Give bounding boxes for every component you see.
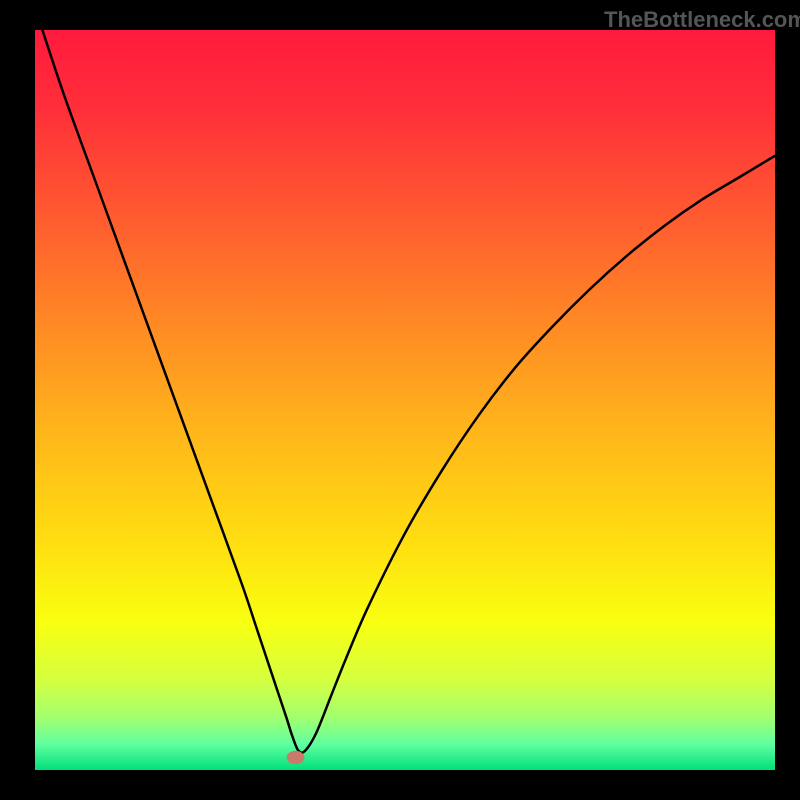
chart-background bbox=[35, 30, 775, 770]
plot-area bbox=[35, 30, 775, 770]
optimum-marker bbox=[287, 751, 305, 764]
chart-frame: TheBottleneck.com bbox=[0, 0, 800, 800]
chart-svg bbox=[35, 30, 775, 770]
watermark-label: TheBottleneck.com bbox=[604, 7, 800, 33]
